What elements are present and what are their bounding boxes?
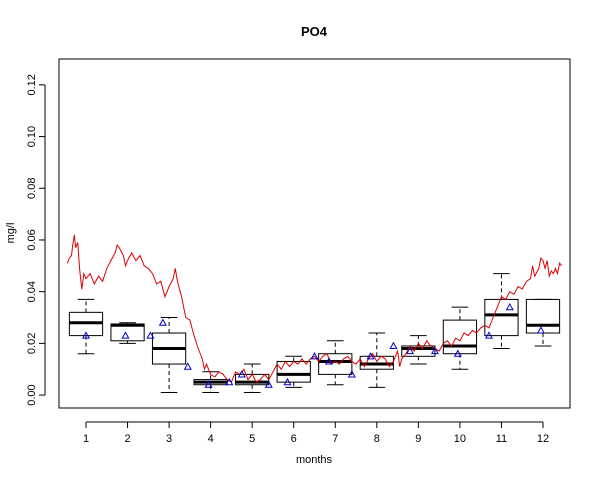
red-series-line (66, 234, 563, 383)
box-iqr (276, 360, 311, 383)
mean-triangle-point (406, 346, 415, 355)
mean-triangle-point (158, 318, 167, 326)
boxplot-month-7 (318, 340, 353, 386)
boxplot-month-9 (401, 335, 436, 365)
y-tick-label: 0.12 (26, 74, 38, 95)
x-tick-label: 1 (83, 433, 89, 445)
x-axis: 1 2 3 4 5 6 7 8 9 10 11 12 (83, 421, 549, 445)
mean-triangle-point (310, 352, 319, 360)
x-tick-label: 3 (166, 433, 172, 445)
y-tick-label: 0.02 (26, 333, 38, 354)
x-tick-label: 2 (124, 433, 130, 445)
boxplot-month-11 (484, 273, 519, 350)
y-tick-label: 0.00 (26, 384, 38, 405)
mean-triangle-point (484, 331, 494, 339)
x-tick-label: 9 (415, 433, 421, 445)
mean-markers (81, 302, 545, 388)
plot-frame (58, 58, 571, 409)
boxplot-month-5 (235, 363, 270, 393)
mean-triangle-point (146, 331, 155, 339)
y-axis-label: mg/l (5, 223, 17, 244)
mean-triangle-point (536, 326, 545, 334)
mean-triangle-point (121, 331, 130, 339)
boxplot-month-2 (110, 322, 145, 344)
mean-triangle-point (237, 370, 246, 378)
mean-triangle-point (204, 380, 213, 388)
mean-triangle-point (81, 331, 91, 339)
boxplot-month-1 (68, 298, 104, 355)
trend-line (66, 234, 563, 383)
y-tick-label: 0.10 (26, 126, 38, 147)
x-tick-label: 12 (537, 433, 549, 445)
mean-triangle-point (389, 341, 398, 350)
mean-triangle-point (505, 302, 514, 311)
box-iqr (318, 353, 353, 375)
mean-triangle-point (283, 377, 292, 386)
box-iqr (484, 298, 519, 337)
box-iqr (525, 298, 561, 334)
mean-triangle-point (453, 349, 462, 357)
box-iqr (401, 345, 436, 357)
y-axis: 0.00 0.02 0.04 0.06 0.08 0.10 0.12 (26, 74, 46, 406)
mean-triangle-point (324, 357, 334, 365)
x-tick-label: 7 (332, 433, 338, 445)
mean-triangle-point (183, 362, 192, 370)
x-tick-label: 6 (291, 433, 297, 445)
x-tick-label: 10 (454, 433, 466, 445)
x-tick-label: 8 (374, 433, 380, 445)
y-tick-label: 0.06 (26, 229, 38, 250)
chart-title: PO4 (301, 24, 328, 39)
boxplot-month-3 (151, 317, 187, 393)
x-tick-label: 4 (208, 433, 214, 445)
x-tick-label: 11 (496, 433, 507, 445)
mean-triangle-point (430, 346, 440, 355)
mean-triangle-point (366, 352, 375, 360)
boxplot-month-12 (525, 298, 561, 347)
mean-triangle-point (264, 380, 273, 388)
x-axis-label: months (296, 454, 333, 466)
box-iqr (442, 319, 478, 355)
x-tick-label: 5 (249, 433, 255, 445)
boxplot-month-8 (359, 332, 394, 388)
mean-triangle-point (225, 377, 234, 386)
y-tick-label: 0.04 (26, 281, 38, 302)
mean-triangle-point (347, 370, 356, 378)
y-tick-label: 0.08 (26, 178, 38, 199)
boxplot-month-10 (442, 306, 478, 370)
boxplots (68, 273, 561, 393)
